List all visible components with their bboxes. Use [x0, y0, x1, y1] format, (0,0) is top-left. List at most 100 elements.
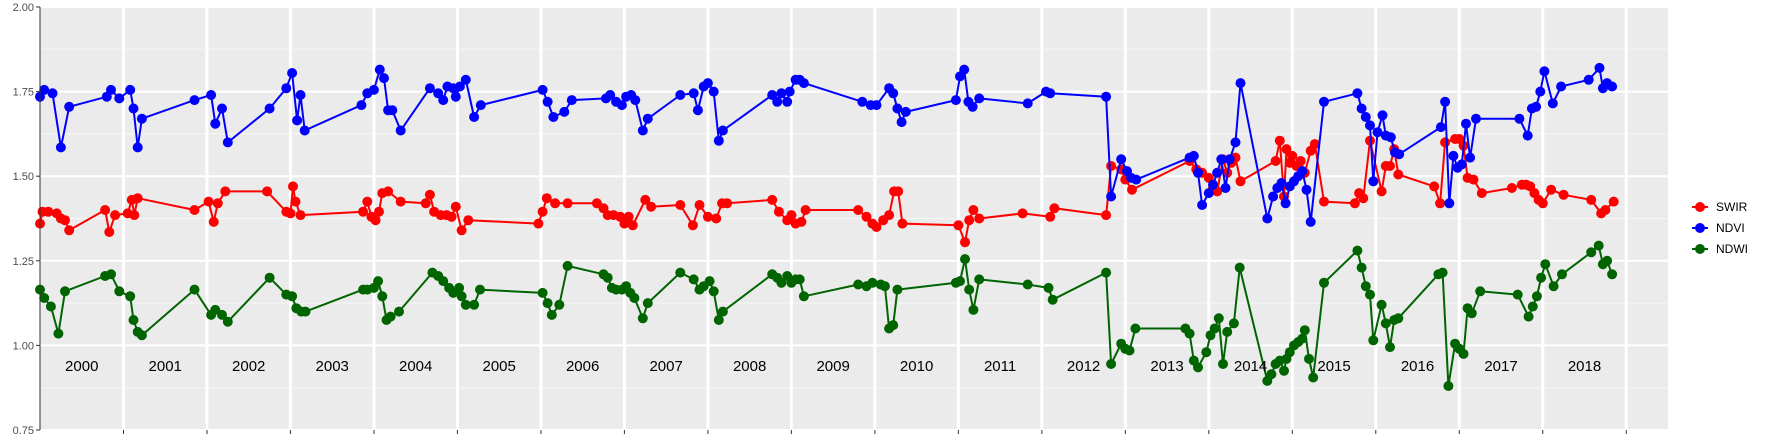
series-ndvi: [35, 62, 1618, 227]
year-label: 2005: [482, 358, 515, 375]
data-point-ndvi: [1394, 149, 1405, 160]
data-point-swir: [1309, 139, 1320, 150]
data-point-ndvi: [387, 105, 398, 116]
data-point-ndvi: [1301, 184, 1312, 195]
data-point-ndwi: [1222, 326, 1233, 337]
data-point-ndvi: [1556, 81, 1567, 92]
data-point-ndwi: [1209, 323, 1220, 334]
data-point-swir: [537, 206, 548, 217]
data-point-ndwi: [45, 301, 56, 312]
data-point-ndvi: [264, 103, 275, 114]
data-point-ndvi: [1440, 96, 1451, 107]
data-point-swir: [189, 205, 200, 215]
data-point-swir: [623, 211, 634, 222]
data-point-ndwi: [1299, 325, 1310, 336]
data-point-ndwi: [1101, 267, 1112, 278]
data-point-ndwi: [1184, 328, 1195, 339]
year-label: 2003: [316, 358, 349, 375]
data-point-ndwi: [1043, 282, 1054, 293]
data-point-ndvi: [1514, 113, 1525, 124]
data-point-ndvi: [1297, 166, 1308, 177]
data-point-ndvi: [616, 100, 627, 111]
data-point-ndwi: [968, 304, 979, 315]
data-point-ndwi: [1540, 259, 1551, 270]
data-point-ndvi: [1461, 118, 1471, 129]
data-point-swir: [1608, 196, 1619, 207]
data-point-swir: [1127, 184, 1137, 195]
data-point-ndwi: [974, 274, 985, 285]
data-point-ndvi: [548, 112, 559, 122]
data-point-swir: [456, 225, 467, 236]
data-point-ndwi: [713, 315, 724, 325]
data-point-swir: [1476, 188, 1487, 199]
data-point-ndvi: [642, 113, 653, 124]
data-point-ndwi: [688, 274, 699, 285]
data-point-swir: [640, 194, 651, 205]
year-label: 2016: [1401, 358, 1434, 375]
data-point-ndwi: [1531, 291, 1542, 302]
data-point-ndvi: [857, 96, 868, 107]
y-tick-label: 2.00: [13, 2, 34, 14]
data-point-ndwi: [708, 286, 719, 297]
data-point-ndvi: [1594, 62, 1605, 73]
data-point-swir: [1319, 196, 1329, 207]
data-point-ndvi: [1045, 88, 1056, 99]
data-point-ndvi: [566, 95, 577, 106]
data-point-ndvi: [1305, 216, 1316, 227]
data-point-ndvi: [1235, 78, 1246, 89]
data-point-ndvi: [1212, 167, 1223, 178]
data-point-ndvi: [125, 84, 136, 95]
data-point-swir: [853, 205, 864, 215]
data-point-ndvi: [1522, 130, 1533, 141]
data-point-ndvi: [1365, 120, 1375, 131]
data-point-ndvi: [717, 125, 728, 136]
data-point-ndvi: [64, 101, 75, 112]
data-point-ndwi: [602, 272, 613, 283]
data-point-swir: [463, 215, 474, 226]
data-point-ndwi: [136, 330, 147, 341]
data-point-ndwi: [1234, 262, 1245, 273]
data-point-swir: [1429, 181, 1440, 192]
data-point-swir: [541, 193, 552, 204]
data-point-ndvi: [537, 84, 548, 95]
data-point-swir: [861, 211, 872, 222]
data-point-ndvi: [798, 78, 809, 89]
legend: SWIR NDVI NDWI: [1692, 200, 1748, 256]
data-point-ndwi: [1365, 289, 1375, 300]
data-point-ndwi: [1279, 365, 1289, 376]
year-label: 2007: [649, 358, 682, 375]
data-point-ndwi: [1527, 301, 1538, 312]
data-point-ndwi: [955, 276, 965, 287]
data-point-ndwi: [1512, 289, 1523, 300]
data-point-ndvi: [128, 103, 139, 114]
data-point-ndvi: [287, 68, 298, 78]
data-point-swir: [1586, 194, 1597, 205]
series-layer: [35, 62, 1619, 391]
grid: [40, 6, 1668, 431]
data-point-ndwi: [1218, 359, 1228, 369]
data-point-ndwi: [537, 287, 548, 298]
data-point-ndvi: [295, 90, 306, 100]
data-point-swir: [1101, 210, 1112, 221]
data-point-ndvi: [1372, 127, 1383, 138]
data-point-swir: [208, 216, 219, 227]
data-point-ndwi: [217, 309, 227, 320]
legend-marker-ndwi: [1695, 244, 1705, 254]
data-point-ndvi: [368, 84, 379, 95]
data-point-ndvi: [374, 64, 385, 75]
data-point-ndwi: [1193, 362, 1203, 373]
data-point-swir: [1468, 174, 1479, 185]
data-point-ndwi: [546, 309, 557, 320]
year-label: 2010: [900, 358, 933, 375]
data-point-ndwi: [629, 293, 640, 303]
year-label: 2004: [399, 358, 432, 375]
legend-label-swir: SWIR: [1716, 200, 1748, 214]
data-point-ndvi: [605, 90, 616, 100]
data-point-ndvi: [1360, 112, 1371, 122]
data-point-ndwi: [853, 279, 864, 290]
data-point-ndwi: [879, 281, 890, 292]
data-point-ndvi: [379, 73, 389, 84]
data-point-ndwi: [438, 276, 449, 287]
data-point-ndwi: [106, 269, 116, 280]
data-point-ndwi: [1213, 313, 1224, 324]
